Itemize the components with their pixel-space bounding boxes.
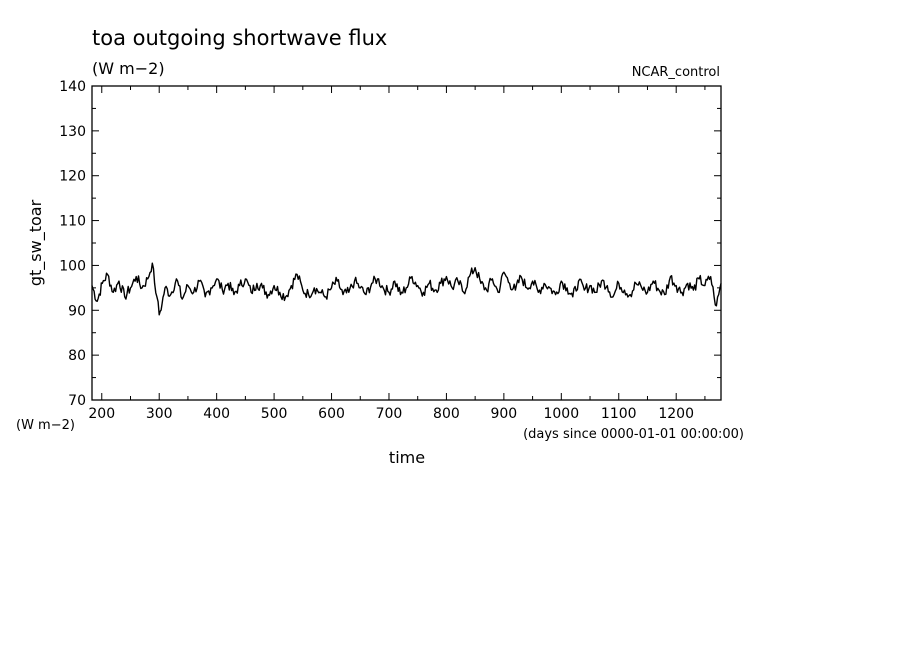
y-tick-label: 100 bbox=[59, 258, 86, 274]
chart-title: toa outgoing shortwave flux bbox=[92, 26, 387, 50]
x-tick-label: 1100 bbox=[601, 406, 637, 422]
y-axis: 70 80 90 100 110 120 130 140 bbox=[59, 79, 721, 409]
y-tick-label: 90 bbox=[68, 303, 86, 319]
x-tick-label: 500 bbox=[261, 406, 288, 422]
x-tick-label: 900 bbox=[490, 406, 517, 422]
x-axis: 200 300 400 500 600 700 800 900 1000 1100 1200 bbox=[88, 86, 706, 422]
y-tick-label: 120 bbox=[59, 169, 86, 185]
y-axis-unit: (W m−2) bbox=[16, 418, 75, 433]
x-tick-label: 1200 bbox=[658, 406, 694, 422]
chart-subtitle: (W m−2) bbox=[92, 59, 165, 78]
plot-frame bbox=[91, 85, 722, 401]
y-tick-label: 130 bbox=[59, 124, 86, 140]
series-line bbox=[91, 262, 722, 316]
y-tick-label: 140 bbox=[59, 79, 86, 95]
x-tick-label: 1000 bbox=[543, 406, 579, 422]
x-axis-unit: (days since 0000-01-01 00:00:00) bbox=[523, 427, 744, 442]
y-axis-label: gt_sw_toar bbox=[26, 199, 46, 286]
x-axis-label: time bbox=[389, 448, 425, 467]
x-tick-label: 600 bbox=[318, 406, 345, 422]
x-tick-label: 400 bbox=[203, 406, 230, 422]
x-tick-label: 800 bbox=[433, 406, 460, 422]
x-tick-label: 300 bbox=[146, 406, 173, 422]
x-tick-label: 700 bbox=[376, 406, 403, 422]
x-tick-label: 200 bbox=[88, 406, 115, 422]
dataset-label: NCAR_control bbox=[632, 65, 720, 80]
y-tick-label: 80 bbox=[68, 348, 86, 364]
y-tick-label: 110 bbox=[59, 214, 86, 230]
y-tick-label: 70 bbox=[68, 393, 86, 409]
